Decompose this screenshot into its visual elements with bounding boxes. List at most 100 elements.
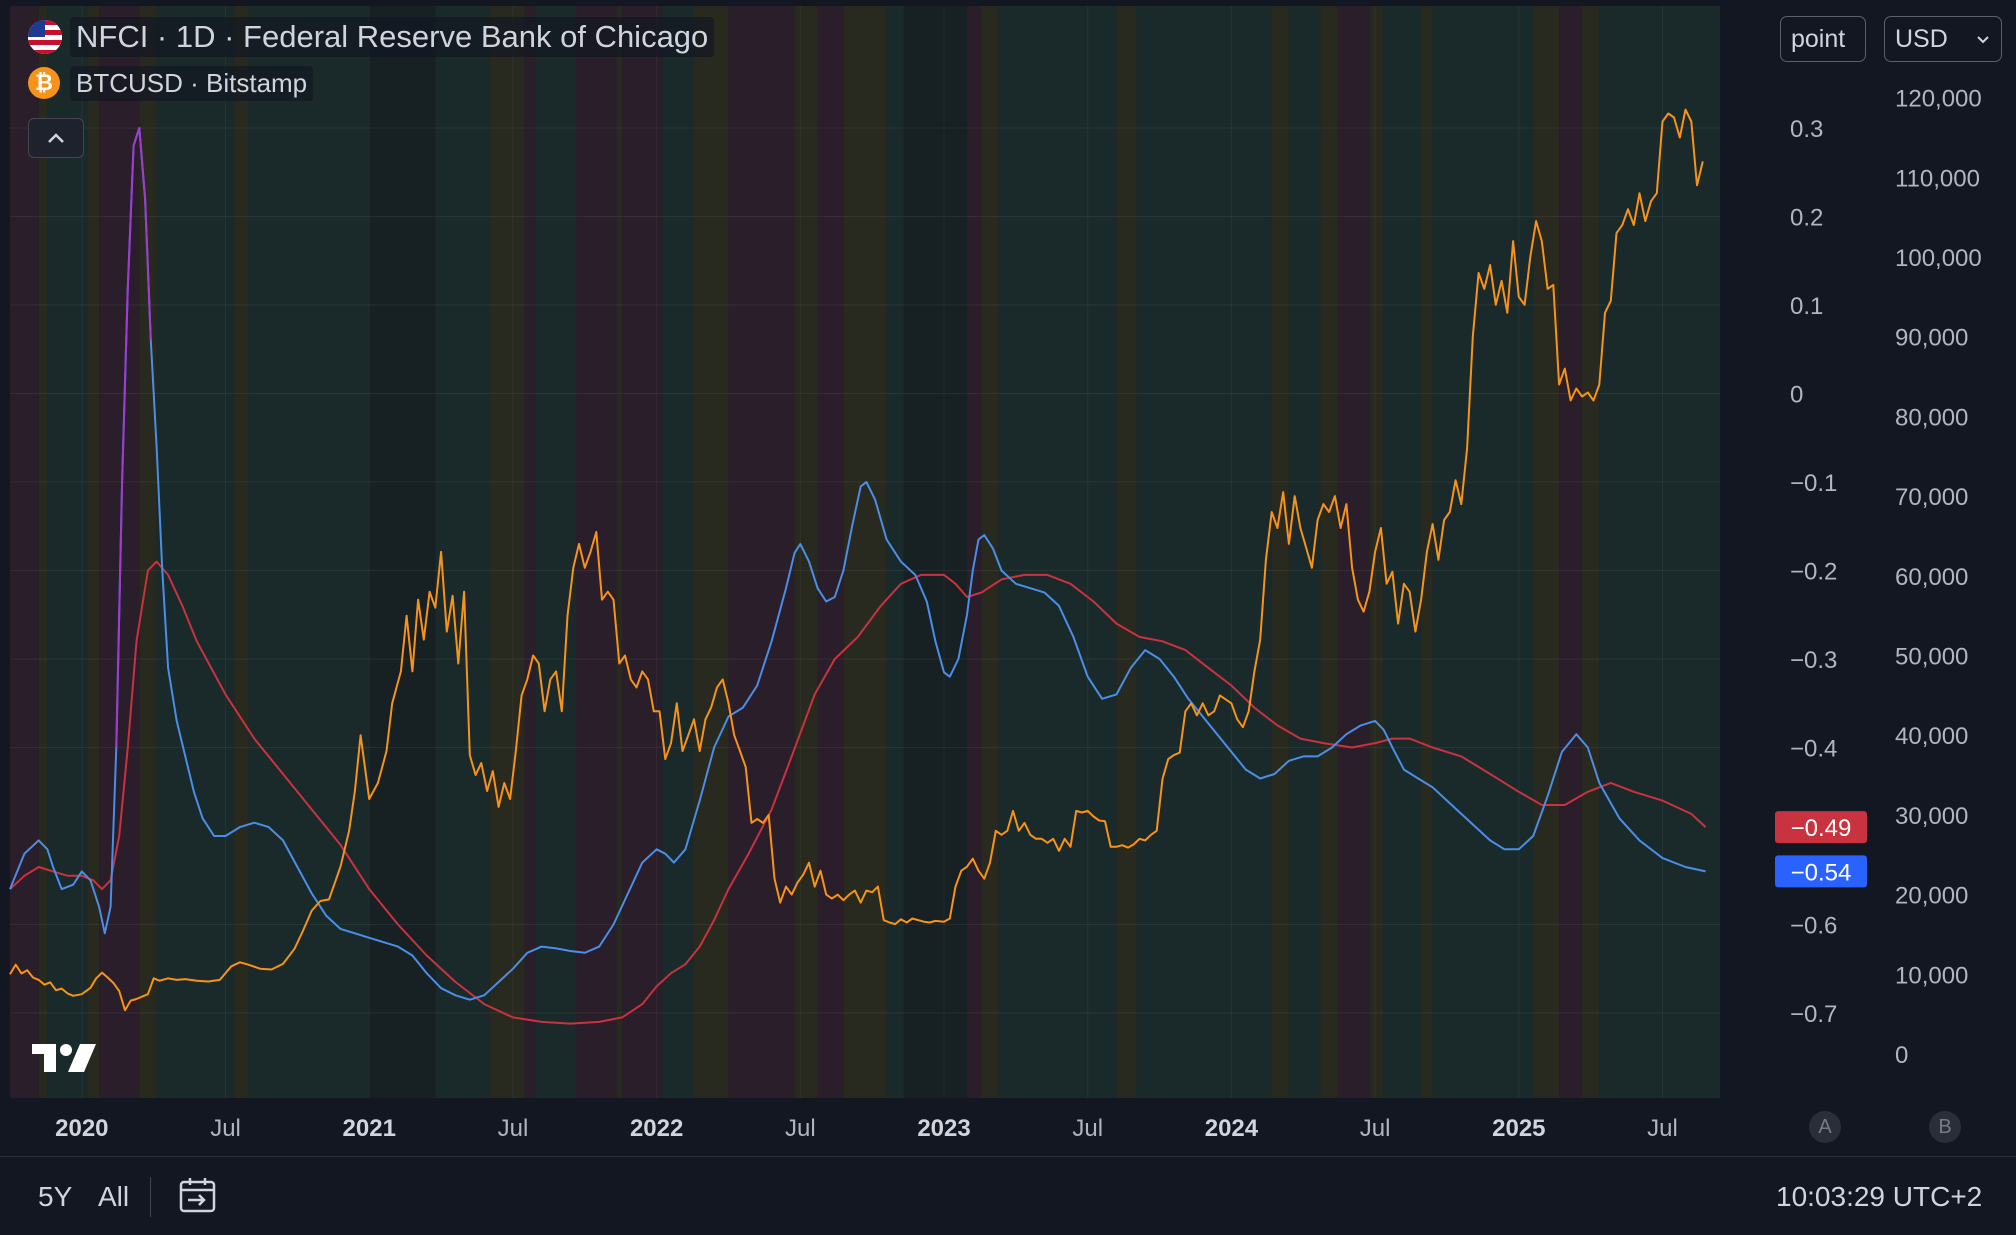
chart-canvas[interactable]: 0.3 0.2 0.1 0 −0.1 −0.2 −0.3 −0.4 −0.6 −0.7 120,0… xyxy=(0,0,2016,1156)
collapse-legend-button[interactable] xyxy=(28,118,84,158)
bitcoin-icon: ₿ xyxy=(28,67,60,99)
price-tag-box xyxy=(1775,811,1867,844)
band-olive xyxy=(1271,6,1289,1098)
calendar-goto-icon xyxy=(179,1178,216,1213)
band-red xyxy=(622,6,663,1098)
series-line-nfci-subindex-blue- xyxy=(9,127,1706,1001)
left-tick-label: −0.7 xyxy=(1790,1001,1837,1028)
band-dark xyxy=(903,6,968,1098)
right-tick-label: 90,000 xyxy=(1895,325,1968,352)
toolbar-divider xyxy=(150,1177,151,1217)
time-tick-label: Jul xyxy=(785,1115,816,1142)
us-flag-icon xyxy=(28,20,62,54)
band-olive xyxy=(1582,6,1600,1098)
series-title-btc: BTCUSD · Bitstamp xyxy=(70,65,314,101)
time-tick-label: 2024 xyxy=(1205,1115,1259,1142)
left-tick-label: −0.4 xyxy=(1790,736,1837,763)
band-olive xyxy=(794,6,818,1098)
time-axis-ticks: 2020 Jul 2021 Jul 2022 Jul 2023 Jul 2024 Jul 2025 J… xyxy=(0,1098,2016,1156)
currency-label: USD xyxy=(1895,24,1948,53)
band-red xyxy=(576,6,617,1098)
band-green xyxy=(1136,6,1272,1098)
legend: NFCI · 1D · Federal Reserve Bank of Chic… xyxy=(28,14,715,106)
left-tick-label: 0.2 xyxy=(1790,205,1823,232)
time-axis-background xyxy=(0,1098,2016,1156)
time-tick-label: 2021 xyxy=(343,1115,396,1142)
left-tick-label: −0.6 xyxy=(1790,913,1837,940)
scale-mode-label: point xyxy=(1791,24,1846,53)
left-axis-ticks: 0.3 0.2 0.1 0 −0.1 −0.2 −0.3 −0.4 −0.6 −0.7 xyxy=(1790,116,1837,1028)
right-axis-ticks: 120,000 110,000 100,000 90,000 80,000 70,000 6… xyxy=(1895,86,1982,1069)
series-line-nfci-subindex-purple- xyxy=(115,127,152,748)
right-tick-label: 50,000 xyxy=(1895,644,1968,671)
gridlines xyxy=(10,6,1720,1098)
legend-row-nfci[interactable]: NFCI · 1D · Federal Reserve Bank of Chic… xyxy=(28,14,715,60)
band-dark xyxy=(369,6,436,1098)
scale-mode-button[interactable]: point xyxy=(1780,16,1866,62)
currency-select[interactable]: USD xyxy=(1884,16,2002,62)
left-tick-label: −0.3 xyxy=(1790,647,1837,674)
series-line-btcusd xyxy=(9,108,1704,1012)
right-tick-label: 10,000 xyxy=(1895,962,1968,989)
band-olive xyxy=(87,6,100,1098)
tradingview-logo-icon xyxy=(32,1044,96,1072)
chevron-up-icon xyxy=(48,133,64,143)
band-olive xyxy=(1369,6,1384,1098)
band-green xyxy=(1288,6,1321,1098)
band-green xyxy=(435,6,490,1098)
time-tick-label: Jul xyxy=(1072,1115,1103,1142)
price-tag-box xyxy=(1775,855,1867,888)
price-tag-label: −0.54 xyxy=(1791,859,1852,886)
band-green xyxy=(998,6,1117,1098)
band-olive xyxy=(139,6,157,1098)
series-title-nfci: NFCI · 1D · Federal Reserve Bank of Chic… xyxy=(70,17,715,57)
scale-toggle-a-label: A xyxy=(1818,1115,1832,1138)
time-tick-label: 2025 xyxy=(1492,1115,1545,1142)
scale-toggle-b[interactable]: B xyxy=(1929,1111,1961,1143)
tradingview-logo[interactable] xyxy=(30,1038,98,1083)
time-tick-label: 2022 xyxy=(630,1115,683,1142)
band-green xyxy=(662,6,694,1098)
band-red xyxy=(817,6,844,1098)
band-olive xyxy=(234,6,249,1098)
time-tick-label: Jul xyxy=(498,1115,529,1142)
time-tick-label: 2020 xyxy=(55,1115,108,1142)
left-tick-label: 0.1 xyxy=(1790,293,1823,320)
left-tick-label: 0 xyxy=(1790,382,1803,409)
band-red xyxy=(10,6,39,1098)
right-tick-label: 0 xyxy=(1895,1042,1908,1069)
band-olive xyxy=(1320,6,1338,1098)
date-range-button[interactable] xyxy=(178,1175,218,1220)
band-green xyxy=(1599,6,1720,1098)
left-tick-label: 0.3 xyxy=(1790,116,1823,143)
background-bands xyxy=(10,6,1720,1098)
band-green xyxy=(1432,6,1534,1098)
price-tags: −0.49 −0.54 xyxy=(1775,811,1867,888)
series-line-nfci xyxy=(9,560,1707,1025)
range-5y-button[interactable]: 5Y xyxy=(38,1181,73,1212)
band-olive xyxy=(38,6,48,1098)
left-tick-label: −0.1 xyxy=(1790,470,1837,497)
scale-toggle-b-label: B xyxy=(1938,1115,1952,1138)
band-red xyxy=(1559,6,1583,1098)
band-olive xyxy=(981,6,999,1098)
legend-row-btc[interactable]: ₿ BTCUSD · Bitstamp xyxy=(28,60,714,106)
band-green xyxy=(47,6,88,1098)
right-tick-label: 80,000 xyxy=(1895,404,1968,431)
left-tick-label: −0.2 xyxy=(1790,559,1837,586)
scale-toggle-a[interactable]: A xyxy=(1809,1111,1841,1143)
band-olive xyxy=(1533,6,1560,1098)
time-tick-label: Jul xyxy=(210,1115,241,1142)
series-lines xyxy=(9,108,1707,1025)
right-tick-label: 40,000 xyxy=(1895,723,1968,750)
band-red xyxy=(1337,6,1370,1098)
right-tick-label: 60,000 xyxy=(1895,564,1968,591)
range-all-button[interactable]: All xyxy=(98,1181,130,1212)
right-tick-label: 20,000 xyxy=(1895,883,1968,910)
band-red xyxy=(967,6,982,1098)
band-green xyxy=(156,6,235,1098)
time-tick-label: Jul xyxy=(1360,1115,1391,1142)
band-green xyxy=(1383,6,1422,1098)
band-olive xyxy=(1116,6,1137,1098)
time-tick-label: Jul xyxy=(1647,1115,1678,1142)
